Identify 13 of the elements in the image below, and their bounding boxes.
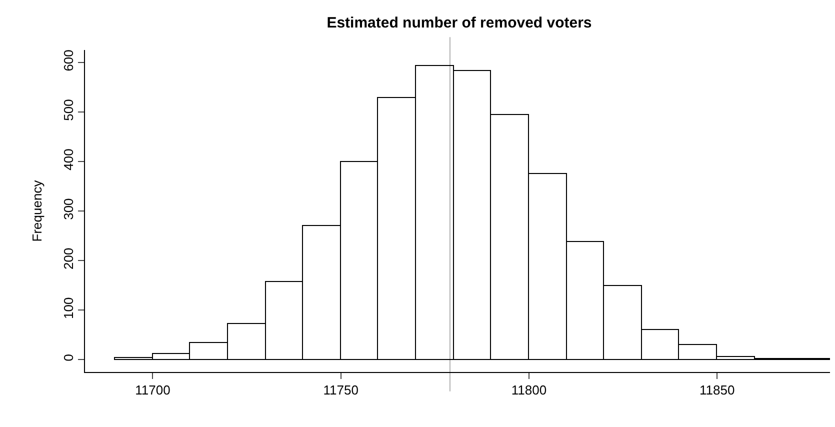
y-tick-label: 600 <box>60 50 76 72</box>
y-tick-label: 400 <box>60 148 76 170</box>
y-tick-label: 100 <box>60 297 76 319</box>
x-tick-label: 11700 <box>135 382 170 398</box>
y-tick-label: 500 <box>60 99 76 121</box>
x-tick-label: 11850 <box>700 382 735 398</box>
y-axis-title: Frequency <box>30 180 45 242</box>
x-tick-label: 11750 <box>323 382 358 398</box>
y-tick-label: 300 <box>60 198 76 220</box>
x-tick-label: 11800 <box>511 382 547 398</box>
y-tick-label: 0 <box>60 354 76 362</box>
chart-title: Estimated number of removed voters <box>326 14 592 32</box>
y-tick-label: 200 <box>60 248 76 270</box>
